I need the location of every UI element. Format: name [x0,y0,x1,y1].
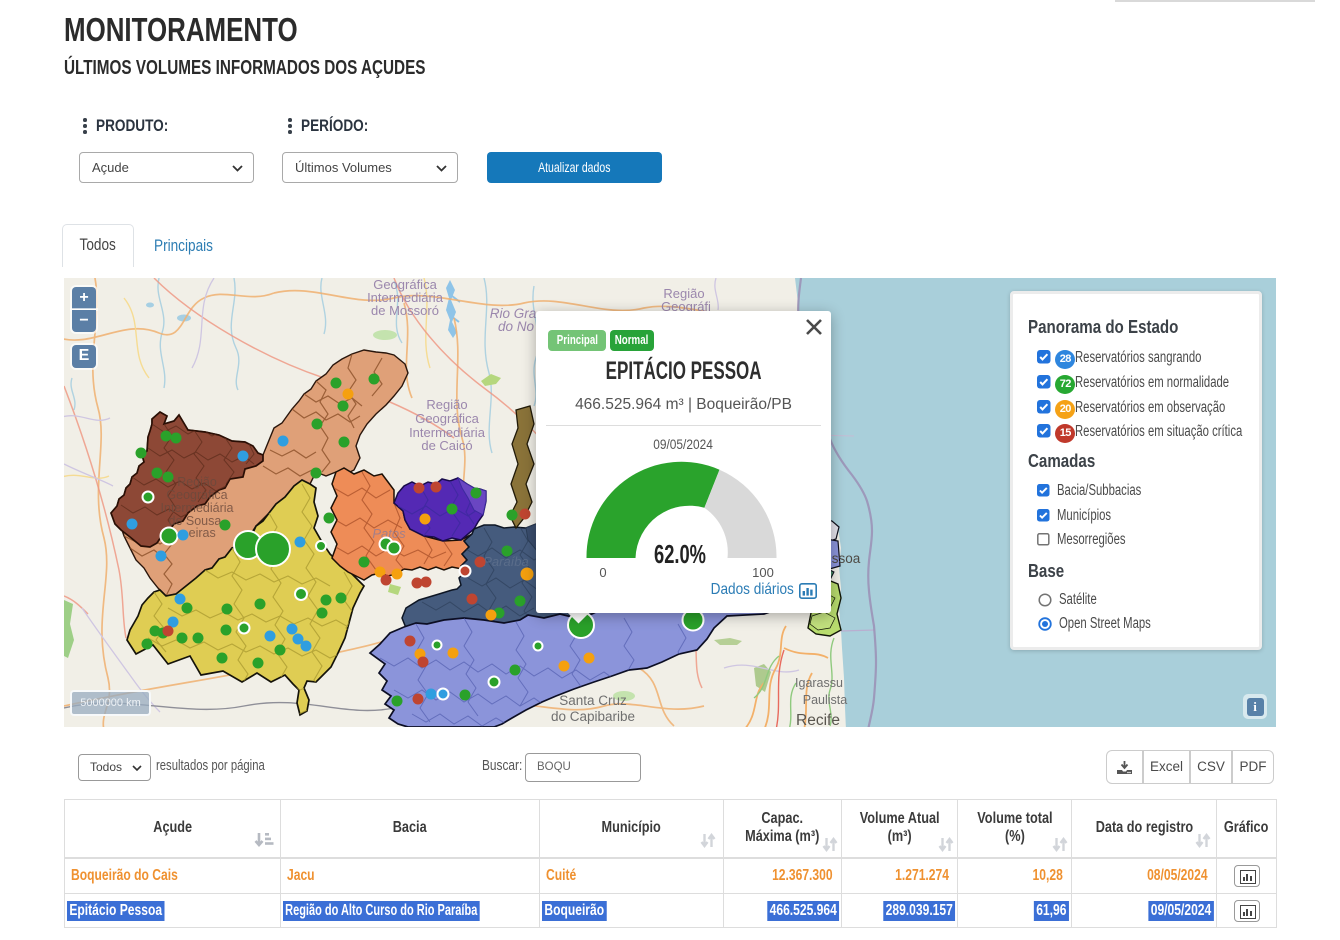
svg-text:Intermediária: Intermediária [409,425,486,440]
svg-text:62.0%: 62.0% [654,539,706,569]
svg-text:ssoa: ssoa [832,551,861,566]
svg-text:de Caicó: de Caicó [421,438,472,453]
svg-text:Paulista: Paulista [803,693,848,707]
svg-text:Santa Cruz: Santa Cruz [559,693,627,708]
svg-text:Intermediária: Intermediária [161,501,234,515]
svg-text:Rio Gra: Rio Gra [490,306,537,321]
svg-text:Intermediária: Intermediária [367,290,444,305]
svg-text:de Sousa-: de Sousa- [169,514,226,528]
svg-text:Recife: Recife [796,712,840,727]
svg-text:Geográfica: Geográfica [415,411,479,426]
svg-text:do No: do No [498,319,535,334]
svg-text:Igarassu: Igarassu [795,676,843,690]
svg-text:do Capibaribe: do Capibaribe [551,709,635,724]
svg-text:Paraíba: Paraíba [483,554,529,569]
svg-text:Região: Região [663,286,704,301]
svg-text:Geográfica: Geográfica [373,278,437,292]
svg-text:0: 0 [599,565,606,580]
svg-text:100: 100 [752,565,774,580]
svg-text:Patos: Patos [372,526,406,541]
svg-text:Região: Região [177,475,217,489]
svg-text:Geográfi: Geográfi [661,299,711,314]
svg-text:Região: Região [426,397,467,412]
svg-text:Geográfica: Geográfica [166,488,227,502]
svg-text:de Mossoró: de Mossoró [371,303,439,318]
